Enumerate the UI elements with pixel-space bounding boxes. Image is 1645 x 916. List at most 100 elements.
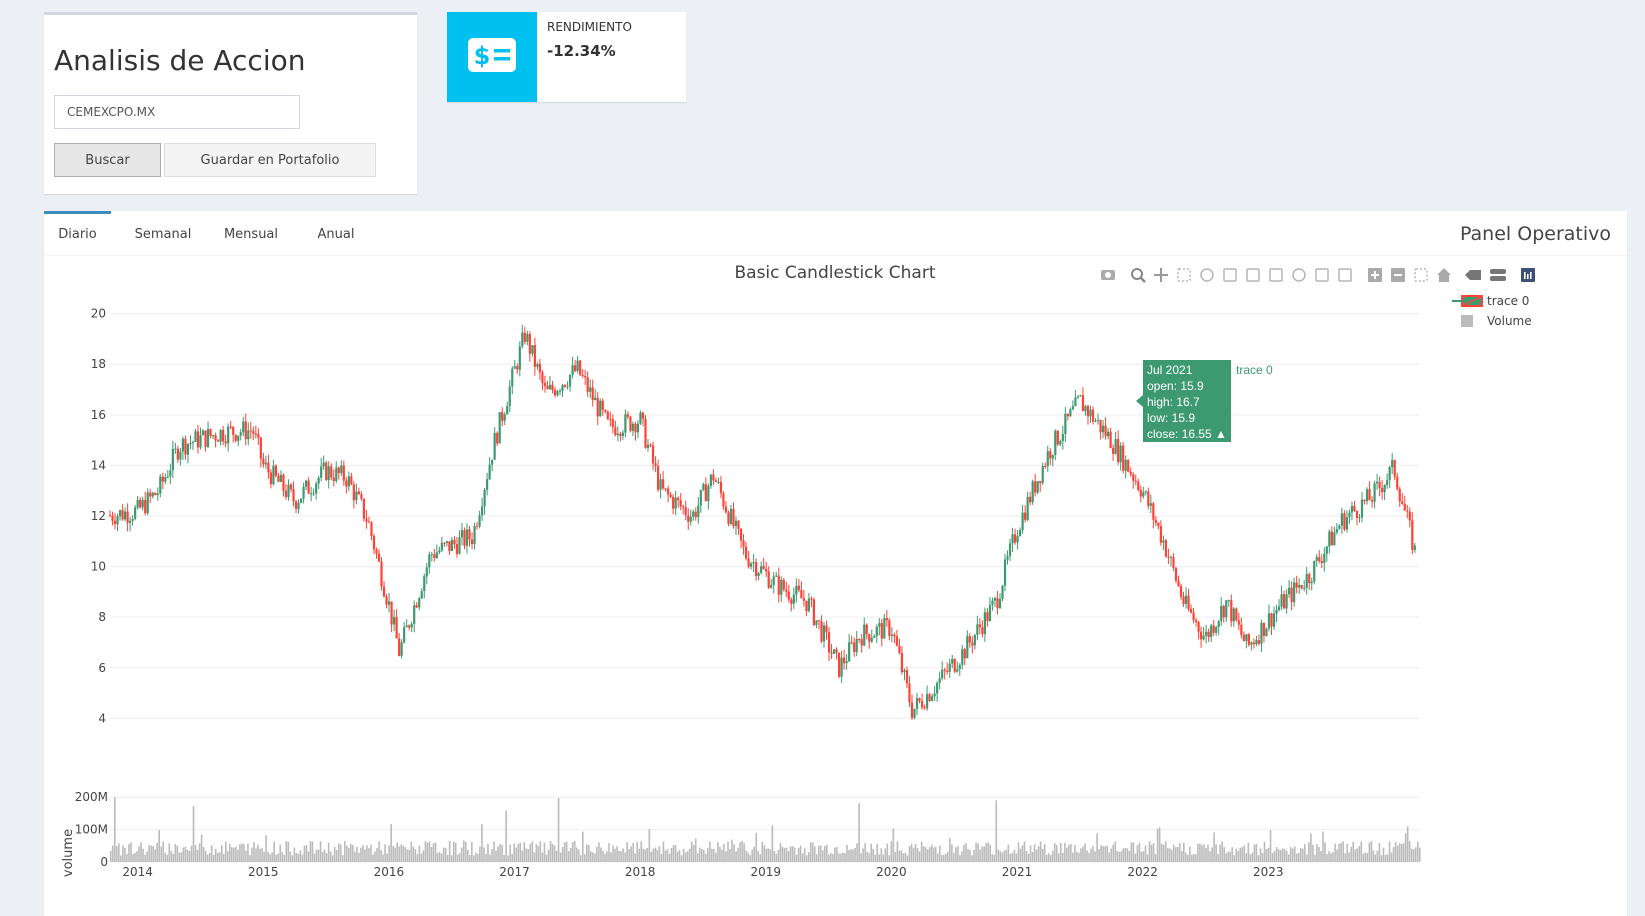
tab-anual[interactable]: Anual: [317, 227, 355, 242]
candle-body: [1187, 595, 1190, 609]
candle-body: [1381, 487, 1384, 493]
legend-item-volume[interactable]: Volume: [1461, 314, 1532, 328]
volume-bar: [454, 842, 457, 862]
volume-bar: [513, 843, 515, 862]
volume-bar: [894, 851, 897, 862]
volume-bar: [384, 844, 386, 862]
candle-body: [1003, 559, 1007, 586]
candle-body: [209, 429, 212, 436]
volume-bar: [1035, 849, 1038, 862]
candle-body: [413, 605, 416, 624]
candle-body: [179, 451, 182, 460]
volume-bar: [773, 851, 776, 862]
volume-bar: [222, 853, 225, 862]
volume-bar: [1390, 852, 1393, 862]
volume-bar: [426, 842, 429, 862]
candle-body: [885, 618, 888, 621]
candle-body: [146, 492, 149, 514]
tab-semanal[interactable]: Semanal: [134, 227, 192, 242]
candle-body: [832, 649, 836, 654]
volume-bar: [721, 849, 723, 862]
guardar-portafolio-button[interactable]: Guardar en Portafolio: [164, 143, 376, 177]
volume-bar: [648, 829, 651, 862]
reset-axes-icon[interactable]: [1437, 268, 1451, 282]
candle-body: [943, 669, 946, 671]
volume-bar: [483, 847, 485, 862]
autoscale-icon[interactable]: [1414, 268, 1428, 282]
candle-body: [634, 423, 637, 433]
tooltip-low: low: 15.9: [1147, 411, 1195, 425]
candle-body: [340, 465, 343, 474]
candle-body: [594, 397, 597, 401]
candle-body: [639, 412, 642, 424]
volume-bar: [261, 848, 263, 862]
candle-body: [1024, 512, 1027, 520]
volume-bar: [856, 843, 858, 862]
search-box: Analisis de Accion Buscar Guardar en Por…: [44, 12, 417, 194]
volume-bar: [1358, 846, 1361, 862]
zoom-out-icon[interactable]: [1391, 268, 1405, 282]
ticker-input[interactable]: [54, 95, 300, 129]
volume-bar: [434, 842, 437, 862]
draw-closed-path-icon[interactable]: [1269, 268, 1283, 282]
candle-body: [1386, 479, 1389, 486]
draw-line-icon[interactable]: [1223, 268, 1237, 282]
candle-body: [1069, 409, 1072, 417]
candlestick-chart[interactable]: Basic Candlestick Chart 468101214161820 …: [44, 256, 1627, 916]
tab-diario[interactable]: Diario: [44, 211, 111, 258]
candle-body: [810, 598, 813, 600]
volume-bar: [842, 852, 844, 862]
buscar-button[interactable]: Buscar: [54, 143, 161, 177]
lasso-icon[interactable]: [1200, 268, 1214, 282]
hover-closest-icon[interactable]: [1465, 270, 1481, 280]
legend-item-trace0[interactable]: trace 0: [1452, 294, 1529, 308]
zoom-icon[interactable]: [1131, 268, 1146, 283]
tab-mensual[interactable]: Mensual: [223, 227, 279, 242]
volume-bar: [263, 851, 265, 862]
camera-icon[interactable]: [1101, 270, 1115, 280]
volume-bar: [239, 844, 241, 862]
volume-bar: [684, 852, 687, 862]
candle-body: [121, 510, 124, 520]
zoom-in-icon[interactable]: [1368, 268, 1382, 282]
volume-bar: [1237, 851, 1240, 862]
x-tick-label: 2021: [1002, 865, 1033, 879]
volume-bar: [739, 842, 741, 862]
hover-compare-icon[interactable]: [1490, 269, 1506, 281]
candle-body: [704, 484, 707, 502]
volume-bar: [676, 851, 679, 862]
candle-body: [181, 438, 185, 452]
x-tick-label: 2022: [1127, 865, 1158, 879]
candle-body: [1114, 439, 1117, 454]
candle-body: [956, 669, 959, 672]
box-select-icon[interactable]: [1177, 268, 1191, 282]
draw-rect-icon[interactable]: [1315, 268, 1329, 282]
volume-bar: [182, 847, 185, 862]
volume-bar: [404, 847, 407, 862]
volume-bar: [1221, 841, 1223, 862]
candle-body: [1348, 512, 1351, 518]
volume-bar: [733, 844, 735, 862]
candle-body: [1019, 530, 1022, 537]
candle-body: [433, 554, 436, 559]
volume-bar: [561, 847, 564, 862]
volume-bar: [1029, 845, 1032, 862]
volume-bar: [348, 847, 350, 862]
volume-bar: [1128, 850, 1131, 862]
volume-bar: [1338, 843, 1340, 862]
pan-icon[interactable]: [1154, 268, 1168, 282]
erase-shape-icon[interactable]: [1338, 268, 1352, 282]
draw-open-path-icon[interactable]: [1246, 268, 1260, 282]
volume-bar: [866, 851, 868, 862]
candle-body: [164, 477, 167, 482]
candle-body: [448, 541, 451, 551]
volume-bar: [174, 843, 177, 862]
candle-body: [1202, 635, 1205, 640]
volume-bar: [959, 855, 961, 862]
volume-bar: [462, 840, 465, 862]
plotly-logo-icon[interactable]: [1521, 268, 1535, 282]
candle-body: [548, 384, 552, 390]
draw-circle-icon[interactable]: [1292, 268, 1306, 282]
candle-body: [458, 537, 461, 554]
volume-bar: [1023, 841, 1026, 862]
